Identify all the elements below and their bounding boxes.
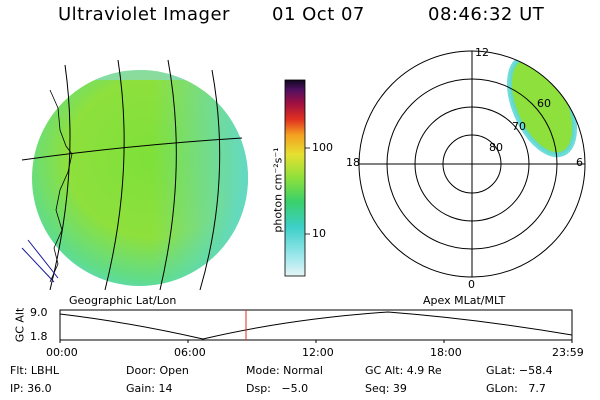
mlt-label-6: 6 xyxy=(576,156,583,169)
timeline-ytick: 9.0 xyxy=(30,306,48,319)
map-label-apex: Apex MLat/MLT xyxy=(423,294,506,307)
colorbar xyxy=(284,79,310,277)
meridian-line xyxy=(104,59,125,290)
instrument-title: Ultraviolet Imager xyxy=(58,4,230,25)
dsp-readout: Dsp: −5.0 xyxy=(246,382,309,395)
altitude-timeline xyxy=(59,309,573,343)
map-label-geographic: Geographic Lat/Lon xyxy=(69,294,177,307)
date-label: 01 Oct 07 xyxy=(272,4,365,25)
latitude-line xyxy=(21,137,243,161)
polar-plot xyxy=(358,50,586,278)
glon-readout: GLon: 7.7 xyxy=(486,382,546,395)
coastline xyxy=(27,239,59,279)
coastline xyxy=(49,89,73,283)
timeline-xtick: 12:00 xyxy=(302,346,334,359)
gain-readout: Gain: 14 xyxy=(126,382,173,395)
mode-readout: Mode: Normal xyxy=(246,364,323,377)
timeline-xtick: 23:59 xyxy=(552,346,584,359)
mlt-label-18: 18 xyxy=(346,156,360,169)
meridian-line xyxy=(159,59,177,290)
filter-readout: Flt: LBHL xyxy=(10,364,59,377)
mlt-label-12: 12 xyxy=(475,46,489,59)
timeline-ytick: 1.8 xyxy=(30,330,48,343)
timeline-xtick: 00:00 xyxy=(46,346,78,359)
lat-label-70: 70 xyxy=(512,120,526,133)
mlt-label-0: 0 xyxy=(468,278,475,291)
colorbar-unit-label: photon cm⁻²s⁻¹ xyxy=(271,147,285,233)
timeline-xtick: 18:00 xyxy=(430,346,462,359)
gc-alt-readout: GC Alt: 4.9 Re xyxy=(365,364,442,377)
timeline-ylabel: GC Alt xyxy=(13,307,27,343)
geographic-image xyxy=(21,59,248,290)
colorbar-tick: 100 xyxy=(312,141,333,154)
lat-label-80: 80 xyxy=(489,141,503,154)
glat-readout: GLat: −58.4 xyxy=(486,364,553,377)
seq-readout: Seq: 39 xyxy=(365,382,407,395)
ip-readout: IP: 36.0 xyxy=(10,382,52,395)
colorbar-tick: 10 xyxy=(312,227,326,240)
lat-label-60: 60 xyxy=(537,97,551,110)
coastline xyxy=(21,247,55,283)
meridian-line xyxy=(199,69,221,290)
altitude-curve xyxy=(59,311,573,340)
time-label: 08:46:32 UT xyxy=(428,4,545,25)
timeline-xtick: 06:00 xyxy=(174,346,206,359)
door-readout: Door: Open xyxy=(126,364,189,377)
